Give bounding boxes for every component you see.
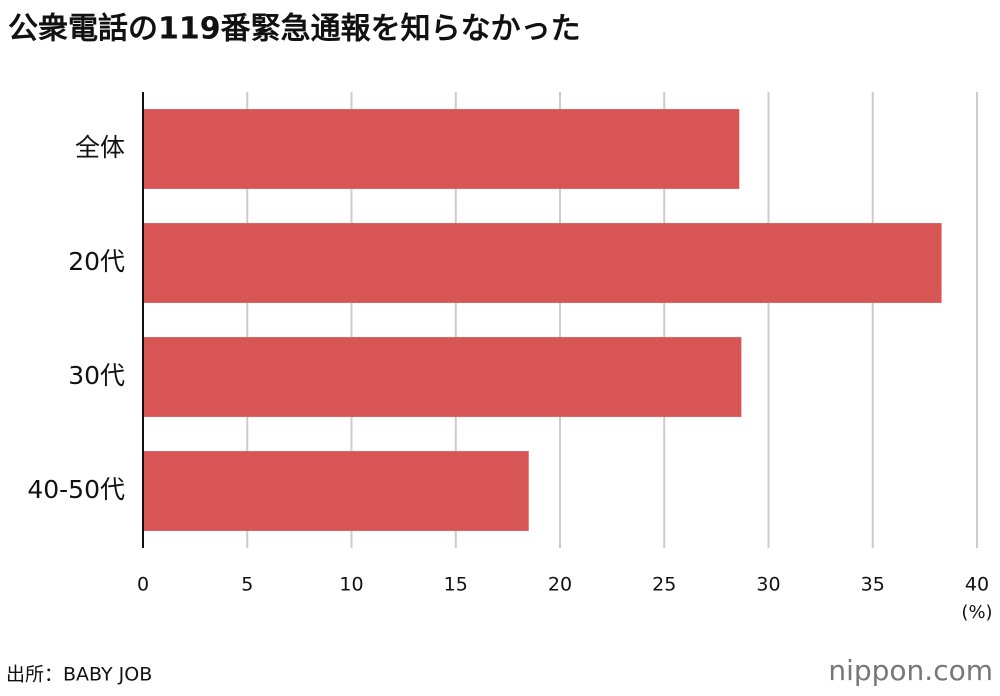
- x-tick-label: 10: [339, 574, 363, 596]
- bar: [143, 451, 529, 531]
- chart-title: 公衆電話の119番緊急通報を知らなかった: [8, 12, 581, 47]
- source: 出所：BABY JOB: [6, 664, 152, 686]
- x-tick-label: 20: [548, 574, 572, 596]
- y-tick-label: 全体: [75, 133, 125, 162]
- bar: [143, 223, 942, 303]
- x-tick-label: 15: [444, 574, 468, 596]
- x-tick-label: 0: [137, 574, 149, 596]
- y-tick-label: 30代: [68, 361, 125, 390]
- y-tick-label: 40-50代: [27, 475, 125, 504]
- x-tick-label: 35: [861, 574, 885, 596]
- y-tick-label: 20代: [68, 247, 125, 276]
- x-tick-label: 25: [652, 574, 676, 596]
- logo: nippon.com: [828, 654, 993, 687]
- x-tick-label: 40: [965, 574, 989, 596]
- bar: [143, 109, 740, 189]
- x-unit: (%): [961, 602, 992, 623]
- bar: [143, 337, 742, 417]
- x-tick-label: 30: [756, 574, 780, 596]
- x-tick-label: 5: [241, 574, 253, 596]
